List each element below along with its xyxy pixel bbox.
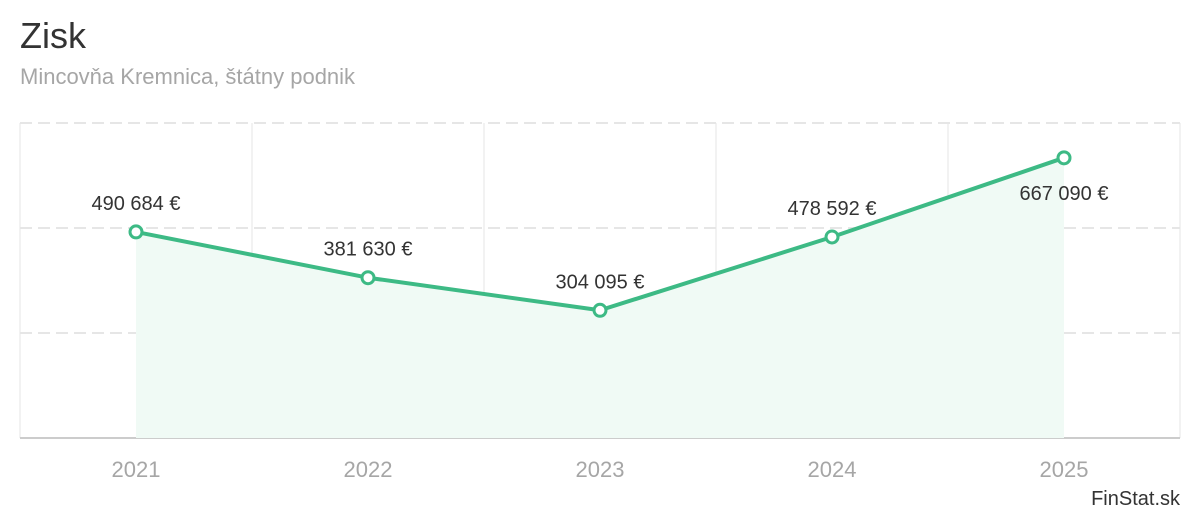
- data-label-2025: 667 090 €: [1020, 183, 1109, 205]
- data-label-2021: 490 684 €: [92, 193, 181, 215]
- data-point-2022: [360, 270, 376, 286]
- x-tick-2024: 2024: [808, 457, 857, 482]
- x-tick-2022: 2022: [344, 457, 393, 482]
- area-layer: [136, 157, 1064, 438]
- data-label-2024: 478 592 €: [788, 198, 877, 220]
- source-credit[interactable]: FinStat.sk: [1091, 488, 1180, 510]
- x-tick-2025: 2025: [1040, 457, 1089, 482]
- x-tick-layer: 2021 2022 2023 2024 2025: [112, 457, 1089, 482]
- series-area: [136, 157, 1064, 438]
- chart-title: Zisk: [20, 15, 86, 56]
- data-label-2022: 381 630 €: [324, 239, 413, 261]
- x-tick-2021: 2021: [112, 457, 161, 482]
- data-point-2025: [1056, 150, 1072, 166]
- point-layer: [128, 150, 1072, 318]
- data-point-2021: [128, 224, 144, 240]
- chart-subtitle: Mincovňa Kremnica, štátny podnik: [20, 64, 356, 89]
- x-tick-2023: 2023: [576, 457, 625, 482]
- data-point-2024: [824, 229, 840, 245]
- data-point-2023: [592, 302, 608, 318]
- data-label-2023: 304 095 €: [556, 271, 645, 293]
- data-label-layer: 490 684 € 381 630 € 304 095 € 478 592 € 667 …: [92, 183, 1109, 293]
